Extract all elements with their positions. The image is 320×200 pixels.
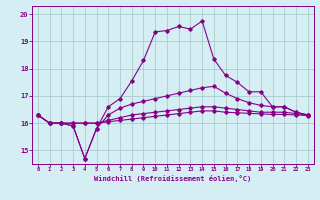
X-axis label: Windchill (Refroidissement éolien,°C): Windchill (Refroidissement éolien,°C) — [94, 175, 252, 182]
